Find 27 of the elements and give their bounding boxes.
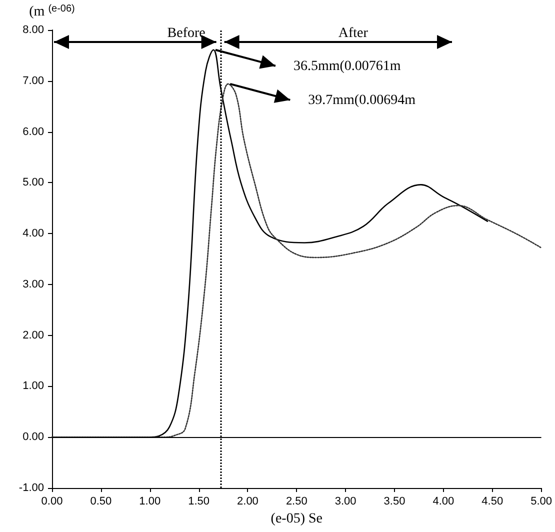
annotation: Before xyxy=(167,26,206,41)
annotation: 36.5mm(0.00761m xyxy=(293,58,401,74)
x-tick-label: 0.50 xyxy=(90,496,112,508)
y-tick-label: 6.00 xyxy=(22,126,44,138)
y-axis-title: (m (e-06) xyxy=(29,4,75,20)
y-tick-label: 3.00 xyxy=(22,278,44,290)
x-tick-label: 2.50 xyxy=(286,496,308,508)
y-tick-label: 0.00 xyxy=(22,431,44,444)
y-tick-label: 2.00 xyxy=(22,329,44,342)
x-tick-label: 3.50 xyxy=(384,496,406,508)
x-tick-label: 5.00 xyxy=(530,496,552,508)
x-tick-label: 0.00 xyxy=(41,496,63,508)
x-tick-label: 4.00 xyxy=(432,496,454,508)
x-tick-label: 4.50 xyxy=(482,496,504,508)
y-tick-label: 8.00 xyxy=(22,24,44,36)
annotation: 39.7mm(0.00694m xyxy=(308,92,416,108)
y-tick-label: 4.00 xyxy=(22,228,44,240)
x-tick-label: 1.00 xyxy=(139,496,161,508)
x-tick-label: 2.00 xyxy=(237,496,258,508)
y-tick-label: 7.00 xyxy=(22,74,44,87)
annotation: After xyxy=(338,26,368,41)
y-tick-label: 5.00 xyxy=(22,176,44,189)
y-tick-label: -1.00 xyxy=(18,482,44,494)
x-axis-title: (e-05) Se xyxy=(270,512,322,526)
x-tick-label: 3.00 xyxy=(334,496,356,508)
y-tick-label: 1.00 xyxy=(22,380,44,392)
x-tick-label: 1.50 xyxy=(188,496,210,508)
